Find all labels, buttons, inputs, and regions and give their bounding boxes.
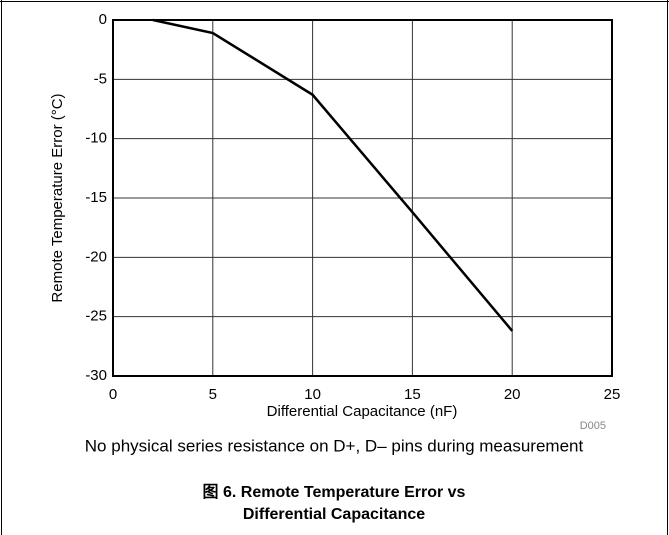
caption: 图 6. Remote Temperature Error vs: [203, 483, 466, 501]
y-tick-label: -15: [85, 189, 107, 206]
x-tick-label: 15: [404, 386, 421, 403]
caption: Differential Capacitance: [243, 506, 425, 523]
x-tick-label: 20: [504, 386, 521, 403]
x-tick-label: 0: [109, 386, 117, 403]
x-tick-label: 25: [604, 386, 621, 403]
y-tick-label: -10: [85, 130, 107, 147]
data-line: [152, 18, 514, 332]
plot-border: [112, 19, 613, 377]
x-tick-label: 5: [209, 386, 217, 403]
y-tick-label: -20: [85, 248, 107, 265]
y-tick-label: 0: [99, 11, 107, 28]
x-axis-label: Differential Capacitance (nF): [267, 403, 458, 420]
note: No physical series resistance on D+, D– …: [85, 436, 584, 455]
figure-code: D005: [580, 420, 606, 432]
y-tick-label: -30: [85, 367, 107, 384]
y-tick-label: -25: [85, 308, 107, 325]
y-tick-label: -5: [94, 70, 107, 87]
x-tick-label: 10: [304, 386, 321, 403]
y-axis-label: Remote Temperature Error (°C): [49, 93, 66, 302]
